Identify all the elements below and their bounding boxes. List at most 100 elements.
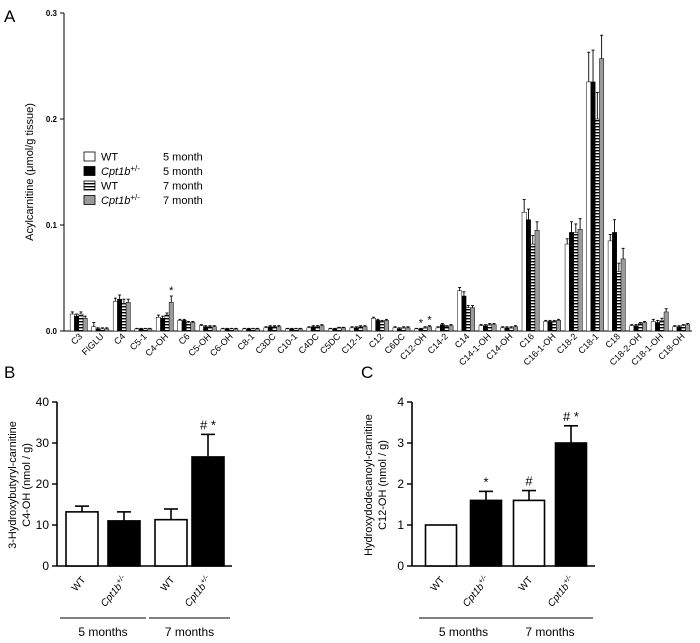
panel-a-bar (392, 327, 398, 332)
panel-a-bar (293, 328, 299, 332)
panel-a-bar (306, 327, 312, 332)
panel-c-group-label: 7 months (525, 625, 574, 639)
panel-a-bar (650, 321, 656, 332)
panel-b-bar (65, 511, 99, 567)
panel-c-significance-mark: # * (563, 409, 579, 424)
panel-a-bar (186, 322, 191, 332)
panel-a-y-tick-label: 0.0 (46, 327, 58, 336)
panel-a-bar (448, 325, 454, 332)
panel-a-bar (332, 328, 338, 332)
panel-a-bar (521, 212, 527, 332)
panel-a-bar (685, 324, 691, 332)
panel-a-bar (655, 322, 660, 332)
panel-a-bar (577, 228, 583, 332)
panel-a-x-tick-label: C18-1 (576, 331, 600, 355)
panel-a-bar (672, 326, 678, 332)
panel-c-significance-mark: * (483, 474, 488, 489)
panel-a-bar (573, 232, 579, 332)
panel-a-bar (401, 327, 407, 332)
panel-a-bar (263, 327, 269, 332)
panel-a-bar (177, 320, 183, 332)
panel-a-bar (267, 326, 273, 332)
panel-a-x-tick-label: C10-1 (275, 331, 299, 355)
panel-a-bar (620, 258, 626, 332)
panel-a-bar (483, 325, 488, 332)
panel-a-bar (457, 290, 463, 332)
panel-b-y-axis-label-line2: C4-OH (nmol / g) (21, 443, 33, 527)
panel-a-bar (629, 325, 635, 332)
panel-c: 0 1 2 3 4 WT * Cpt1b+/- # WT # * Cpt1b+/- 5 months 7 … (363, 395, 595, 639)
panel-a-bar (181, 320, 187, 332)
panel-a-bar (680, 325, 686, 332)
panel-a-bar (379, 321, 385, 332)
panel-b-x-tick-label: WT (70, 575, 88, 594)
panel-b-y-tick-label: 30 (36, 436, 50, 450)
panel-c-y-axis-label-line1: Hydroxydodecanoyl-carnitine (363, 414, 375, 556)
panel-a-bar (220, 328, 226, 332)
panel-a-x-tick-label: C4DC (296, 331, 321, 356)
panel-a-x-tick-label: C18-2 (555, 331, 579, 355)
panel-a-x-tick-label: C6 (177, 331, 192, 346)
panel-a-legend-time: 5 month (163, 166, 203, 178)
panel-a-bar (396, 328, 402, 332)
panel-a-bar (147, 328, 153, 332)
panel-c-bar (554, 442, 588, 567)
panel-a-bar (164, 314, 170, 332)
panel-a-x-tick-label: C4-OH (143, 331, 170, 358)
panel-a-significance-mark: * (419, 317, 424, 329)
panel-a-x-tick-label: C14-2 (426, 331, 450, 355)
panel-c-bar (469, 499, 503, 567)
panel-a-bar (504, 327, 510, 332)
panel-a-bar (371, 318, 376, 332)
panel-a-bar (125, 302, 131, 332)
panel-a-bar (272, 326, 277, 332)
panel-b-bar (154, 518, 188, 567)
panel-a-x-tick-label: C12-1 (339, 331, 363, 355)
panel-a-bar (289, 328, 295, 332)
panel-a-bar (444, 326, 450, 332)
panel-b-x-tick-label: Cpt1b+/- (97, 573, 131, 610)
panel-a-legend-swatch (83, 151, 96, 162)
panel-a-bar (530, 243, 536, 332)
panel-label-c: C (361, 363, 373, 382)
panel-b-x-tick-label: Cpt1b+/- (181, 573, 215, 610)
panel-a-bar (121, 303, 127, 332)
panel-a-legend-swatch (83, 195, 96, 205)
panel-a-bar (659, 320, 665, 332)
panel-b-bar (107, 520, 141, 567)
panel-a-legend-time: 7 month (163, 181, 203, 193)
panel-a-bar (663, 311, 669, 332)
panel-a-bar (478, 325, 484, 332)
panel-a-annotations: ** * (169, 285, 432, 329)
panel-c-significance-mark: # (525, 474, 533, 489)
panel-c-y-axis-label-line2: C12-OH (nmol / g) (377, 440, 389, 530)
panel-c-x-tick-label: WT (429, 575, 447, 594)
panel-a-bar (422, 327, 428, 332)
panel-a-bar (427, 326, 432, 332)
panel-label-b: B (4, 363, 15, 382)
panel-a-x-tick-label: C4 (112, 331, 127, 346)
panel-a-bar (190, 322, 196, 332)
panel-a-bar (564, 243, 570, 332)
panel-a-y-tick-label: 0.3 (46, 9, 58, 18)
panel-a-bar (242, 328, 247, 332)
panel-a-bar (168, 302, 174, 332)
panel-a-bar (69, 313, 75, 332)
panel-a-legend-label: WT (101, 181, 118, 193)
panel-a-significance-mark: * (427, 315, 432, 327)
panel-a-bar (82, 318, 88, 332)
panel-a-bar (211, 326, 217, 332)
panel-a-x-tick-label: C6-OH (208, 331, 235, 358)
panel-a-bar (254, 328, 260, 332)
panel-a-x-tick-label: FIGLU (80, 331, 106, 357)
panel-a-x-tick-label: C3 (69, 331, 84, 346)
panel-a-bar (405, 327, 411, 332)
panel-c-y-tick-label: 1 (397, 518, 404, 532)
panel-a-bar (590, 81, 596, 332)
panel-a-bar (440, 324, 445, 332)
panel-a-legend-label: Cpt1b+/- (101, 193, 140, 207)
panel-a-bar (319, 325, 325, 332)
panel-a-bar (134, 328, 140, 332)
